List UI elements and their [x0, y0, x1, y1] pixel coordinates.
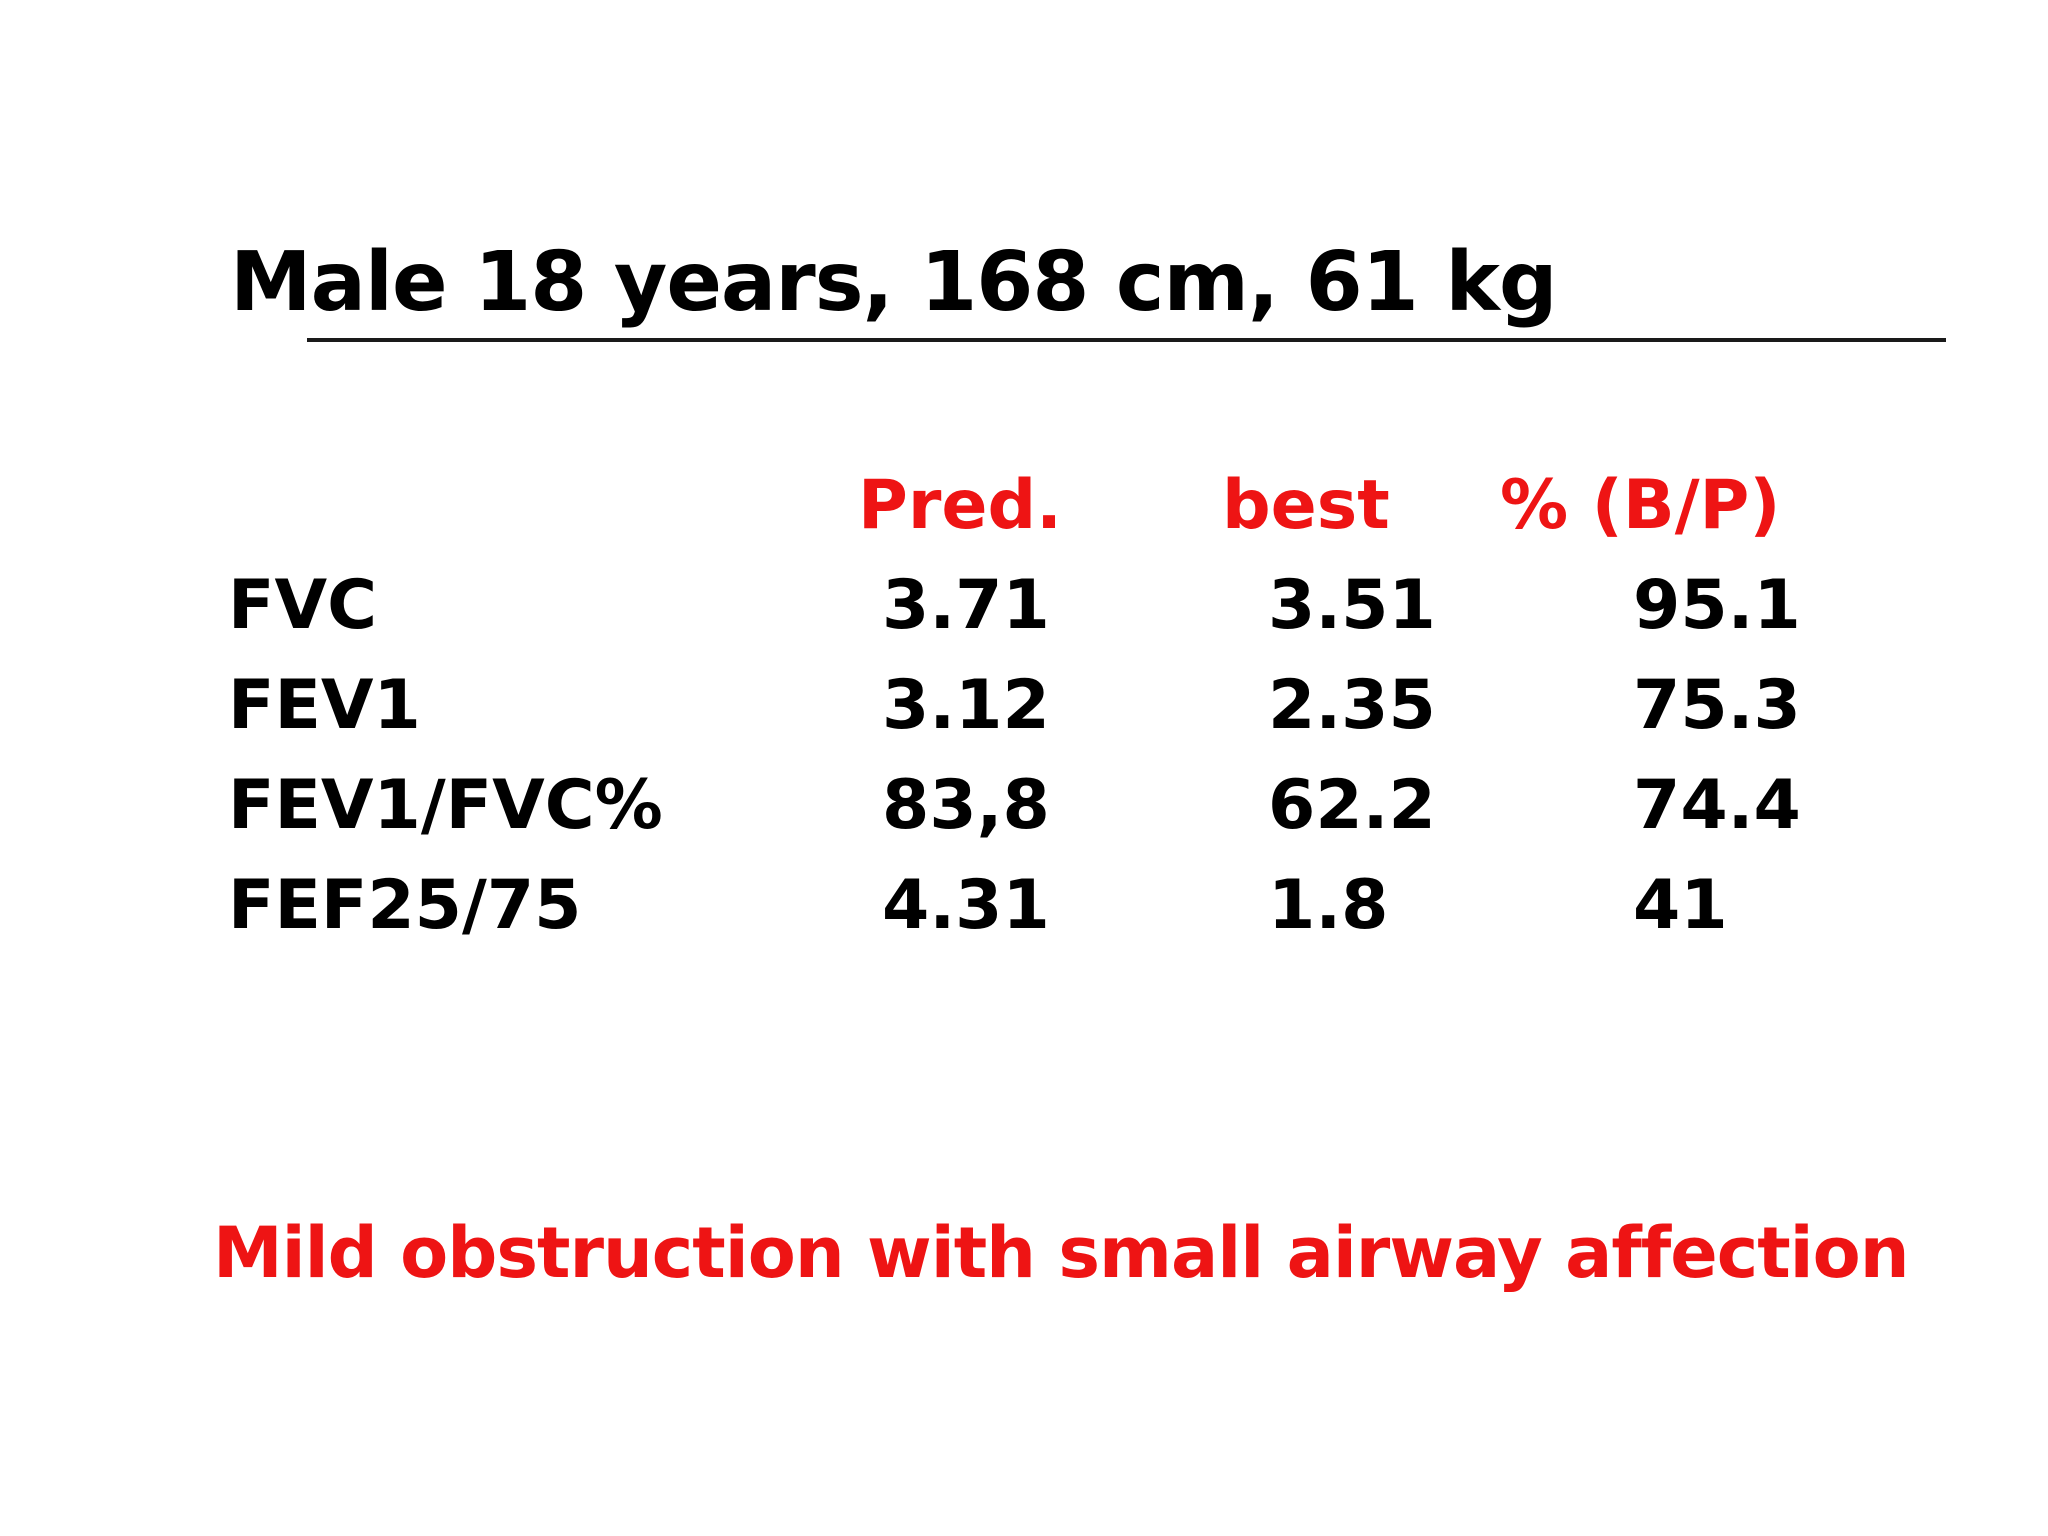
fvc-best-value: 3.51 [1268, 566, 1436, 645]
column-header-pred: Pred. [858, 466, 1062, 545]
fev1-best-value: 2.35 [1268, 666, 1436, 745]
row-label-fev1: FEV1 [228, 666, 421, 745]
fev1-fvc-pct-value: 74.4 [1633, 766, 1801, 845]
fef25-75-best-value: 1.8 [1268, 866, 1389, 945]
row-label-fef25-75: FEF25/75 [228, 866, 582, 945]
fev1-pred-value: 3.12 [882, 666, 1050, 745]
column-header-pct-bp: % (B/P) [1500, 466, 1781, 545]
fef25-75-pred-value: 4.31 [882, 866, 1050, 945]
title-underline [307, 338, 1946, 342]
row-label-fev1-fvc: FEV1/FVC% [228, 766, 663, 845]
fev1-pct-value: 75.3 [1633, 666, 1801, 745]
fev1-fvc-best-value: 62.2 [1268, 766, 1436, 845]
fev1-fvc-pred-value: 83,8 [882, 766, 1050, 845]
column-header-best: best [1222, 466, 1390, 545]
fvc-pred-value: 3.71 [882, 566, 1050, 645]
spirometry-table: Pred. best % (B/P) FVC 3.71 3.51 95.1 FE… [228, 456, 1863, 956]
fef25-75-pct-value: 41 [1633, 866, 1728, 945]
row-label-fvc: FVC [228, 566, 377, 645]
slide-title: Male 18 years, 168 cm, 61 kg [230, 235, 1558, 330]
table-corner-spacer [228, 456, 882, 556]
diagnosis-text: Mild obstruction with small airway affec… [213, 1212, 1910, 1294]
fvc-pct-value: 95.1 [1633, 566, 1801, 645]
